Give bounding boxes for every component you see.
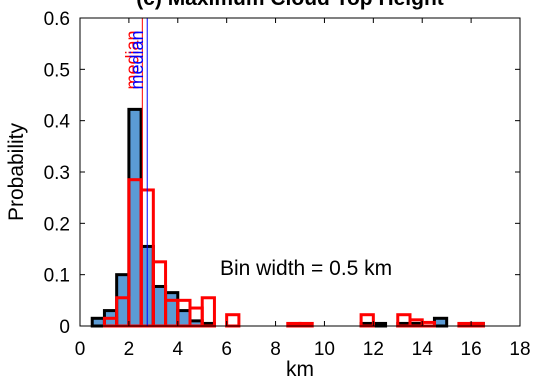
y-tick-label: 0.4	[44, 112, 71, 133]
bars-layer	[90, 107, 485, 328]
x-tick-label: 16	[461, 339, 482, 360]
histogram-bar-filled	[432, 316, 449, 328]
y-tick-label: 0	[59, 317, 70, 338]
y-axis-label: Probability	[5, 122, 28, 221]
y-tick-label: 0.1	[44, 266, 70, 287]
chart-title: (c) Maximum Cloud Top Height	[136, 0, 444, 10]
histogram-bar-filled	[164, 291, 180, 328]
x-tick-label: 6	[221, 339, 232, 360]
y-tick-label: 0.2	[44, 214, 70, 235]
x-tick-label: 12	[363, 339, 384, 360]
histogram-bar-filled	[115, 273, 131, 328]
y-tick-label: 0.5	[44, 60, 70, 81]
x-tick-label: 14	[412, 339, 434, 360]
x-tick-label: 0	[75, 339, 86, 360]
x-tick-label: 10	[314, 339, 335, 360]
median-label: median	[127, 30, 147, 89]
median-label: median	[122, 30, 142, 89]
histogram-bar-filled	[127, 107, 143, 328]
y-tick-label: 0.6	[44, 9, 70, 30]
ticks-layer: 0 2 4 6 8 10 12 14 16 18 0 0.1 0.2 0.3 0.4 0.5 0.6	[44, 9, 531, 360]
x-tick-label: 4	[172, 339, 183, 360]
histogram-bar-filled	[90, 316, 106, 328]
x-tick-label: 18	[509, 339, 530, 360]
histogram-bar-filled	[151, 284, 168, 328]
bin-width-annotation: Bin width = 0.5 km	[220, 257, 392, 280]
x-axis-label: km	[286, 358, 314, 381]
x-tick-label: 2	[124, 339, 135, 360]
x-tick-label: 8	[270, 339, 281, 360]
histogram-bar-outline	[225, 313, 241, 328]
y-tick-label: 0.3	[44, 163, 70, 184]
histogram-bar-outline	[200, 296, 216, 328]
histogram-bar-outline	[420, 320, 436, 328]
histogram-bar-filled	[176, 309, 192, 328]
